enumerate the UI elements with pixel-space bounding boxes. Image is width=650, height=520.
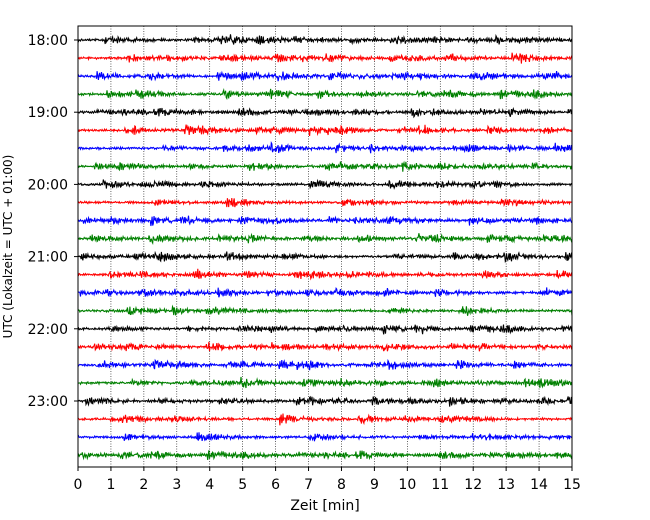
grid-layer (110, 26, 540, 467)
x-tick-label: 3 (172, 477, 181, 493)
x-tick-label: 0 (74, 477, 83, 493)
x-tick-label: 10 (398, 477, 416, 493)
trace-line (77, 304, 573, 316)
trace-line (77, 88, 573, 100)
trace-line (77, 432, 573, 442)
trace-line (77, 70, 573, 82)
trace-line (77, 106, 573, 119)
trace-layer (77, 33, 573, 461)
y-tick-label: 20:00 (28, 177, 68, 193)
trace-line (77, 52, 573, 64)
y-tick-label: 23:00 (28, 394, 68, 410)
x-tick-label: 14 (530, 477, 548, 493)
trace-line (77, 413, 573, 426)
trace-line (77, 395, 573, 407)
x-tick-label: 15 (563, 477, 581, 493)
x-tick-label: 2 (139, 477, 148, 493)
trace-line (77, 160, 573, 172)
trace-line (77, 178, 573, 190)
x-tick-label: 13 (497, 477, 515, 493)
x-tick-label: 8 (337, 477, 346, 493)
trace-line (77, 215, 573, 227)
trace-line (77, 324, 573, 335)
trace-line (77, 124, 573, 137)
x-tick-label: 12 (464, 477, 482, 493)
y-tick-label: 18:00 (28, 33, 68, 49)
x-axis-label: Zeit [min] (290, 498, 359, 514)
y-axis: 18:00 19:00 20:00 21:00 22:00 23:00 (28, 33, 78, 410)
trace-line (77, 286, 573, 298)
trace-line (77, 376, 573, 389)
plot-frame (77, 25, 573, 468)
y-tick-label: 22:00 (28, 322, 68, 338)
x-tick-label: 7 (304, 477, 313, 493)
x-tick-label: 4 (205, 477, 214, 493)
x-tick-label: 1 (106, 477, 115, 493)
y-tick-label: 19:00 (28, 105, 68, 121)
x-tick-label: 5 (238, 477, 247, 493)
x-axis: 0 1 2 3 4 5 6 7 8 9 10 11 12 13 14 15 (74, 467, 581, 493)
trace-line (77, 341, 573, 352)
y-axis-label: UTC (Lokalzeit = UTC + 01:00) (1, 155, 15, 339)
x-tick-label: 11 (431, 477, 449, 493)
trace-line (77, 358, 573, 371)
trace-line (77, 140, 573, 154)
trace-line (77, 268, 573, 281)
trace-line (77, 250, 573, 264)
trace-line (77, 232, 573, 246)
trace-line (77, 198, 573, 208)
x-tick-label: 9 (370, 477, 379, 493)
x-tick-label: 6 (271, 477, 280, 493)
trace-line (77, 450, 573, 461)
y-tick-label: 21:00 (28, 250, 68, 266)
trace-line (77, 33, 573, 46)
